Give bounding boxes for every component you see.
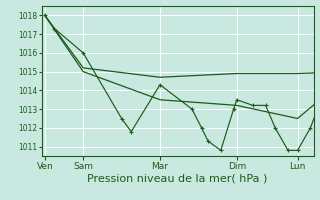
X-axis label: Pression niveau de la mer( hPa ): Pression niveau de la mer( hPa ) bbox=[87, 173, 268, 183]
